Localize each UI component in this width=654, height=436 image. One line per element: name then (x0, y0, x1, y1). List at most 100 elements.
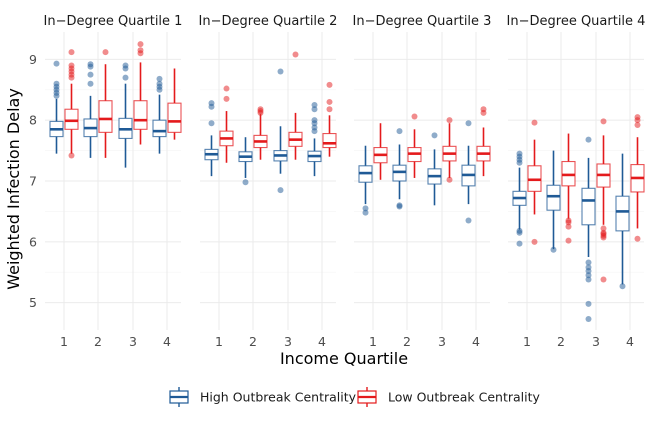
box-low-q4 (630, 114, 645, 242)
outlier-point (531, 119, 538, 126)
outlier-point (411, 113, 418, 120)
box-high-q3 (427, 132, 442, 206)
outlier-point (53, 80, 60, 87)
outlier-point (277, 187, 284, 194)
box-high-q4 (615, 153, 630, 290)
box-low-q2 (561, 133, 576, 244)
y-tick-label: 9 (29, 52, 37, 67)
box-body (581, 187, 596, 226)
facet-strip-title: In−Degree Quartile 2 (199, 14, 338, 29)
outlier-point (326, 98, 333, 105)
facet-strip-title: In−Degree Quartile 4 (507, 14, 646, 29)
box-low-q3 (288, 51, 303, 160)
box-body (322, 133, 337, 149)
facet-strip-title: In−Degree Quartile 1 (44, 14, 183, 29)
x-tick-label: 2 (249, 334, 257, 349)
outlier-point (600, 276, 607, 283)
outlier-point (516, 227, 523, 234)
x-tick-label: 3 (438, 334, 446, 349)
outlier-point (68, 62, 75, 69)
outlier-point (156, 80, 163, 87)
box-body (546, 184, 561, 211)
box-high-q3 (273, 68, 288, 194)
outlier-point (311, 106, 318, 113)
outlier-point (585, 136, 592, 143)
x-tick-label: 4 (472, 334, 480, 349)
outlier-point (122, 62, 129, 69)
outlier-point (311, 117, 318, 124)
legend-item-high: High Outbreak Centrality (169, 387, 357, 407)
box-low-q1 (64, 49, 79, 159)
box-high-q1 (49, 60, 64, 154)
y-tick-label: 5 (29, 295, 37, 310)
outlier-point (585, 264, 592, 271)
box-high-q1 (512, 150, 527, 247)
box-high-q4 (461, 120, 476, 224)
box-low-q4 (322, 81, 337, 157)
outlier-point (326, 81, 333, 88)
box-body (98, 100, 113, 133)
facet-panel-3: In−Degree Quartile 3 1 2 3 4 (353, 14, 492, 349)
outlier-point (87, 61, 94, 68)
outlier-point (600, 118, 607, 125)
legend-label: High Outbreak Centrality (200, 390, 357, 405)
box-low-q3 (442, 117, 457, 183)
x-tick-label: 2 (557, 334, 565, 349)
box-low-q1 (219, 85, 234, 163)
facet-strip-title: In−Degree Quartile 3 (353, 14, 492, 29)
box-low-q4 (476, 106, 491, 177)
outlier-point (87, 80, 94, 87)
outlier-point (292, 51, 299, 58)
outlier-point (277, 68, 284, 75)
y-tick-label: 7 (29, 174, 37, 189)
outlier-point (431, 132, 438, 139)
outlier-point (516, 240, 523, 247)
box-high-q2 (392, 128, 407, 210)
x-tick-label: 1 (215, 334, 223, 349)
box-low-q1 (527, 119, 542, 245)
box-body (133, 100, 148, 130)
outlier-point (137, 41, 144, 48)
box-low-q4 (167, 68, 182, 140)
facet-panel-2: In−Degree Quartile 2 1 2 3 4 (199, 14, 338, 349)
x-tick-label: 3 (592, 334, 600, 349)
box-low-q2 (98, 49, 113, 158)
outlier-point (122, 74, 129, 81)
outlier-point (634, 122, 641, 129)
x-tick-label: 2 (94, 334, 102, 349)
box-low-q3 (133, 41, 148, 145)
box-high-q4 (307, 101, 322, 177)
box-low-q2 (407, 113, 422, 178)
x-tick-label: 1 (60, 334, 68, 349)
outlier-point (600, 229, 607, 236)
outlier-point (208, 120, 215, 127)
outlier-point (68, 152, 75, 159)
x-tick-label: 1 (369, 334, 377, 349)
outlier-point (480, 106, 487, 113)
outlier-point (156, 75, 163, 82)
outlier-point (634, 235, 641, 242)
x-tick-label: 3 (284, 334, 292, 349)
outlier-point (634, 114, 641, 121)
outlier-point (53, 60, 60, 67)
outlier-point (585, 300, 592, 307)
x-tick-label: 4 (626, 334, 634, 349)
box-body (167, 102, 182, 133)
outlier-point (396, 202, 403, 209)
y-tick-label: 8 (29, 113, 37, 128)
outlier-point (223, 85, 230, 92)
y-axis-title: Weighted Infection Delay (4, 88, 23, 290)
box-high-q2 (83, 61, 98, 158)
outlier-point (257, 106, 264, 113)
box-high-q2 (546, 150, 561, 253)
legend: High Outbreak Centrality Low Outbreak Cen… (169, 387, 541, 407)
outlier-point (208, 100, 215, 107)
facet-panel-4: In−Degree Quartile 4 1 2 3 4 (507, 14, 646, 349)
box-low-q2 (253, 106, 268, 160)
outlier-point (396, 128, 403, 135)
box-high-q4 (152, 75, 167, 154)
legend-label: Low Outbreak Centrality (388, 390, 541, 405)
outlier-point (465, 120, 472, 127)
